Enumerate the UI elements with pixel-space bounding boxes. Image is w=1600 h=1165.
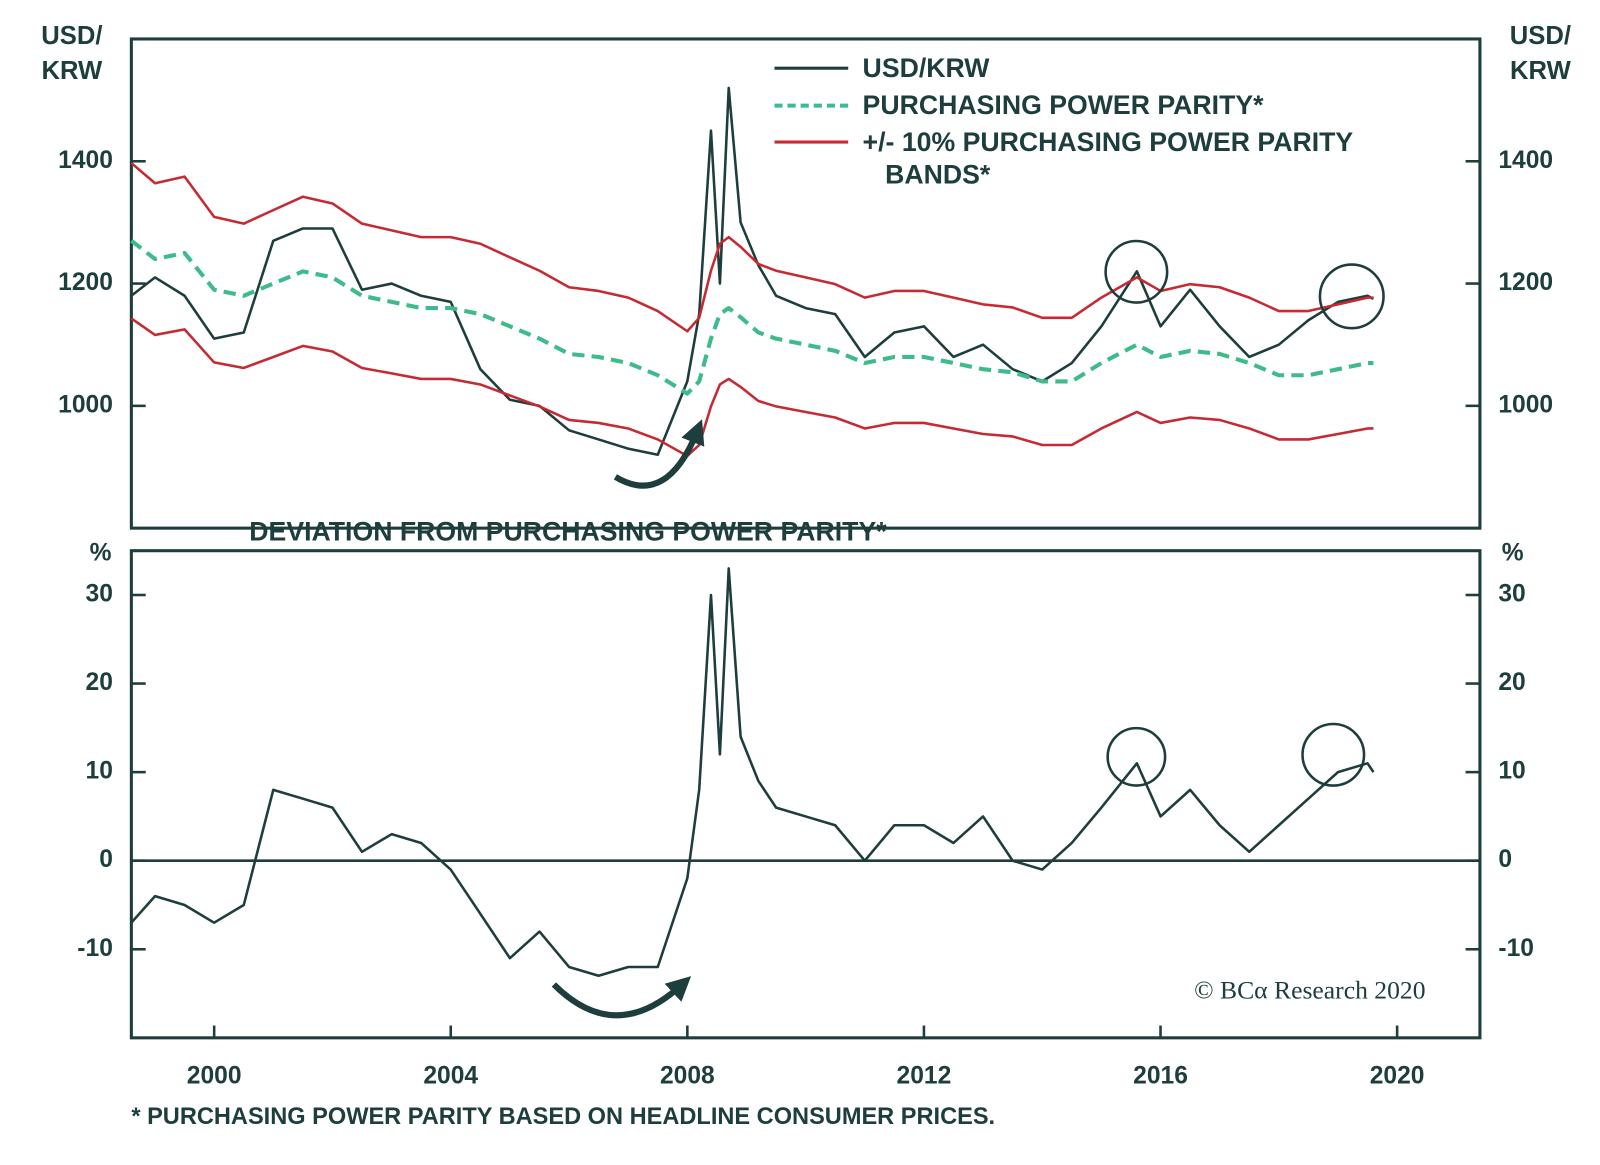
x-tick-label: 2016 [1133, 1062, 1188, 1089]
y-tick-label: 1000 [58, 391, 113, 418]
series-line [130, 567, 1375, 978]
legend-box: USD/KRW PURCHASING POWER PARITY* +/- 10% P… [774, 51, 1410, 190]
y-tick-label: 0 [99, 846, 113, 873]
highlight-circle [1104, 239, 1169, 304]
legend-label: PURCHASING POWER PARITY* [862, 89, 1264, 120]
x-tick-label: 2000 [187, 1062, 242, 1089]
y-tick-label: 30 [1498, 580, 1525, 607]
y-tick-label: -10 [1498, 935, 1534, 962]
x-tick-label: 2004 [423, 1062, 478, 1089]
y-tick-label: 30 [86, 580, 113, 607]
credit: © BCα Research 2020 [1194, 976, 1425, 1005]
panel-title: DEVIATION FROM PURCHASING POWER PARITY* [249, 516, 887, 546]
y-label: USD/ KRW [1509, 21, 1572, 86]
legend-label: USD/KRW [862, 52, 990, 84]
highlight-circle [1106, 726, 1167, 787]
x-tick-label: 2008 [660, 1062, 715, 1089]
y-label: % [90, 539, 112, 566]
y-tick-label: 1200 [58, 269, 113, 296]
legend-item: PURCHASING POWER PARITY* [774, 88, 1410, 121]
legend-swatch [774, 66, 849, 70]
y-tick-label: 1400 [1498, 147, 1553, 174]
series-line [130, 317, 1374, 458]
y-tick-label: 1000 [1498, 391, 1553, 418]
highlight-circle [1301, 722, 1366, 787]
y-tick-label: 0 [1498, 846, 1512, 873]
series-line [130, 162, 1374, 333]
y-tick-label: 10 [1498, 758, 1525, 785]
y-tick-label: 1400 [58, 147, 113, 174]
series-line [130, 86, 1375, 457]
legend-swatch [774, 140, 849, 144]
legend: USD/KRW PURCHASING POWER PARITY* +/- 10% P… [774, 51, 1410, 190]
y-tick-label: 20 [1498, 669, 1525, 696]
x-tick-label: 2012 [897, 1062, 952, 1089]
y-tick-label: 10 [86, 758, 113, 785]
y-label-right: USD/ KRW [1509, 21, 1572, 86]
legend-item: +/- 10% PURCHASING POWER PARITY BANDS* [774, 125, 1410, 191]
footnote: * PURCHASING POWER PARITY BASED ON HEADL… [131, 1103, 995, 1129]
y-tick-label: 20 [86, 669, 113, 696]
legend-swatch [774, 103, 849, 108]
y-tick-label: -10 [77, 935, 113, 962]
y-label: USD/ KRW [41, 21, 103, 86]
arrow [551, 976, 692, 1019]
series-line [130, 239, 1374, 396]
highlight-circle [1318, 263, 1385, 330]
y-tick-label: 1200 [1498, 269, 1553, 296]
bottom-frame [129, 549, 1482, 1040]
legend-item: USD/KRW [774, 51, 1410, 84]
x-tick-label: 2020 [1370, 1062, 1425, 1089]
arrow [613, 419, 705, 489]
y-label-left: USD/ KRW [41, 21, 103, 86]
y-label: % [1502, 539, 1524, 566]
legend-label: +/- 10% PURCHASING POWER PARITY BANDS* [862, 126, 1353, 190]
